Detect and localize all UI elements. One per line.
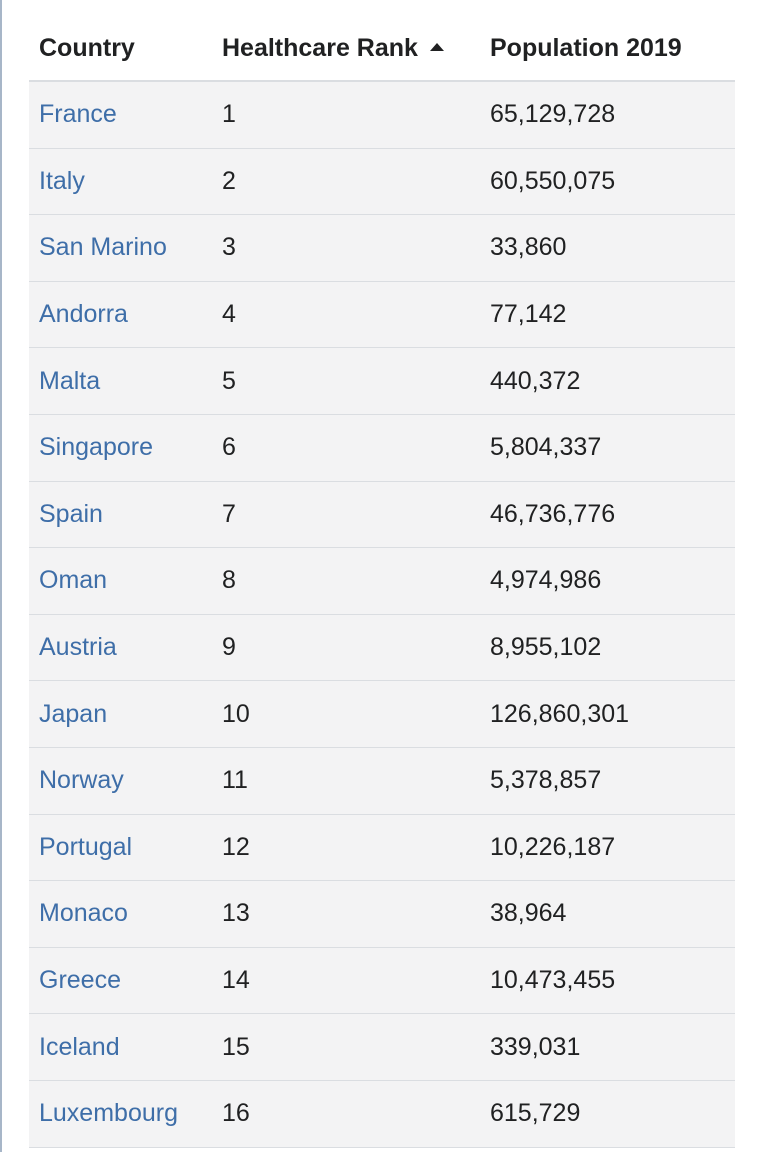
cell-population: 33,860 — [490, 233, 567, 262]
cell-population: 126,860,301 — [490, 699, 630, 728]
table-row: Japan 10 126,860,301 — [29, 681, 735, 748]
country-link[interactable]: Austria — [39, 633, 117, 662]
country-link[interactable]: San Marino — [39, 233, 167, 262]
cell-population: 10,473,455 — [490, 966, 616, 995]
cell-country: Spain — [29, 500, 212, 529]
cell-country: Italy — [29, 167, 212, 196]
cell-population: 4,974,986 — [490, 566, 602, 595]
header-population[interactable]: Population 2019 — [480, 34, 735, 63]
cell-population: 46,736,776 — [490, 499, 616, 528]
cell-healthcare-rank: 13 — [222, 899, 250, 928]
cell-country: Portugal — [29, 833, 212, 862]
table-row: Italy 2 60,550,075 — [29, 148, 735, 216]
cell-healthcare-rank: 10 — [222, 699, 250, 728]
sort-ascending-icon[interactable] — [429, 42, 444, 51]
table-row: Austria 9 8,955,102 — [29, 614, 735, 682]
country-link[interactable]: Malta — [39, 366, 101, 395]
table-row: Malta 5 440,372 — [29, 348, 735, 415]
table-row: Norway 11 5,378,857 — [29, 747, 735, 815]
cell-healthcare-rank: 7 — [222, 499, 236, 528]
country-table: Country Healthcare Rank Population 2019 … — [29, 16, 735, 1148]
table-body: France 1 65,129,728 Italy 2 60,550,075 San Mar… — [29, 82, 735, 1148]
country-link[interactable]: Singapore — [39, 433, 153, 462]
cell-population: 5,804,337 — [490, 433, 602, 462]
cell-population: 38,964 — [490, 899, 567, 928]
cell-country: Malta — [29, 367, 212, 396]
header-healthcare-rank[interactable]: Healthcare Rank — [212, 34, 480, 63]
table-row: France 1 65,129,728 — [29, 82, 735, 149]
cell-country: Iceland — [29, 1033, 212, 1062]
country-link[interactable]: Portugal — [39, 832, 133, 861]
header-country[interactable]: Country — [29, 34, 212, 63]
cell-country: San Marino — [29, 233, 212, 262]
cell-healthcare-rank: 3 — [222, 233, 236, 262]
country-link[interactable]: Oman — [39, 566, 108, 595]
country-link[interactable]: Luxembourg — [39, 1099, 178, 1128]
cell-country: Greece — [29, 966, 212, 995]
table-row: Portugal 12 10,226,187 — [29, 814, 735, 882]
cell-healthcare-rank: 5 — [222, 366, 236, 395]
table-row: Andorra 4 77,142 — [29, 281, 735, 349]
table-row: Spain 7 46,736,776 — [29, 481, 735, 549]
cell-healthcare-rank: 14 — [222, 966, 250, 995]
table-row: Greece 14 10,473,455 — [29, 947, 735, 1015]
country-link[interactable]: Andorra — [39, 300, 128, 329]
country-link[interactable]: Monaco — [39, 899, 128, 928]
cell-healthcare-rank: 16 — [222, 1099, 250, 1128]
cell-healthcare-rank: 9 — [222, 633, 236, 662]
cell-population: 440,372 — [490, 366, 581, 395]
table-row: Monaco 13 38,964 — [29, 881, 735, 948]
country-link[interactable]: Iceland — [39, 1032, 120, 1061]
cell-population: 615,729 — [490, 1099, 581, 1128]
table-row: Luxembourg 16 615,729 — [29, 1080, 735, 1148]
cell-country: Oman — [29, 566, 212, 595]
cell-healthcare-rank: 15 — [222, 1032, 250, 1061]
table-header: Country Healthcare Rank Population 2019 — [29, 16, 735, 82]
header-country-label: Country — [39, 33, 135, 62]
cell-country: Monaco — [29, 899, 212, 928]
cell-country: Austria — [29, 633, 212, 662]
table-row: Oman 8 4,974,986 — [29, 548, 735, 615]
left-border — [0, 0, 2, 1152]
cell-healthcare-rank: 1 — [222, 100, 236, 129]
country-link[interactable]: Japan — [39, 699, 108, 728]
cell-country: Japan — [29, 700, 212, 729]
cell-healthcare-rank: 12 — [222, 832, 250, 861]
cell-population: 77,142 — [490, 300, 567, 329]
header-rank-label: Healthcare Rank — [222, 33, 418, 62]
table-row: Singapore 6 5,804,337 — [29, 414, 735, 482]
cell-healthcare-rank: 8 — [222, 566, 236, 595]
cell-country: France — [29, 100, 212, 129]
cell-healthcare-rank: 4 — [222, 300, 236, 329]
table-row: San Marino 3 33,860 — [29, 215, 735, 282]
header-population-label: Population 2019 — [490, 33, 682, 62]
cell-country: Norway — [29, 766, 212, 795]
cell-population: 5,378,857 — [490, 766, 602, 795]
country-link[interactable]: Norway — [39, 766, 124, 795]
country-link[interactable]: Italy — [39, 166, 85, 195]
country-link[interactable]: Greece — [39, 966, 121, 995]
cell-healthcare-rank: 2 — [222, 166, 236, 195]
cell-healthcare-rank: 6 — [222, 433, 236, 462]
country-link[interactable]: Spain — [39, 499, 103, 528]
cell-healthcare-rank: 11 — [222, 766, 248, 795]
cell-population: 65,129,728 — [490, 100, 616, 129]
cell-country: Andorra — [29, 300, 212, 329]
cell-population: 10,226,187 — [490, 832, 616, 861]
country-link[interactable]: France — [39, 100, 117, 129]
cell-country: Luxembourg — [29, 1099, 212, 1128]
cell-population: 8,955,102 — [490, 633, 602, 662]
cell-population: 339,031 — [490, 1032, 581, 1061]
cell-country: Singapore — [29, 433, 212, 462]
table-row: Iceland 15 339,031 — [29, 1014, 735, 1081]
cell-population: 60,550,075 — [490, 166, 616, 195]
